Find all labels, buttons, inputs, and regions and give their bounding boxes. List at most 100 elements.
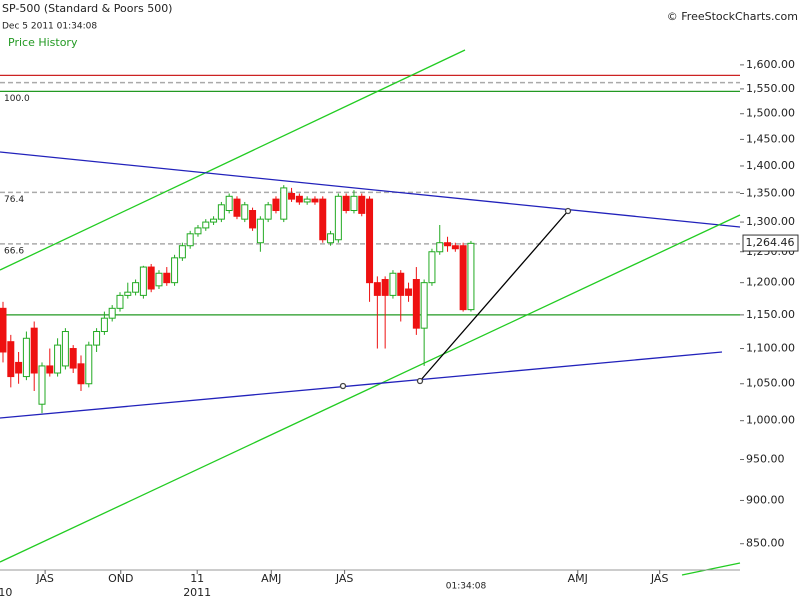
year-label: 2011 xyxy=(183,586,211,599)
candle-body xyxy=(350,195,358,212)
candle-body xyxy=(171,257,179,284)
candle-body xyxy=(249,210,257,229)
cursor-time: 01:34:08 xyxy=(446,582,487,592)
candle-body xyxy=(54,344,62,374)
candle-body xyxy=(178,245,186,259)
candle-body xyxy=(295,195,303,203)
last-price-box xyxy=(742,234,799,252)
candle-body xyxy=(77,363,85,385)
candle-body xyxy=(264,204,272,220)
candle-body xyxy=(334,195,342,241)
candle-body xyxy=(100,317,108,333)
candle-body xyxy=(132,282,140,293)
trendline xyxy=(0,351,723,419)
x-tick-label: AMJ xyxy=(568,572,588,585)
y-tick-label: 1,150.00 xyxy=(746,308,795,321)
trendlines xyxy=(0,49,741,576)
chart-subtitle: Dec 5 2011 01:34:08 xyxy=(2,22,97,32)
anchor-point xyxy=(339,382,347,390)
y-tick-label: 1,550.00 xyxy=(746,82,795,95)
trendline xyxy=(0,151,741,228)
panel-label: Price History xyxy=(8,36,78,49)
candle-body xyxy=(22,337,30,378)
candle-body xyxy=(225,195,233,212)
last-price-label: 1,264.46 xyxy=(746,236,795,249)
candle-body xyxy=(124,291,132,296)
candle-body xyxy=(303,198,311,203)
candle-body xyxy=(38,365,46,405)
candle-body xyxy=(256,218,264,244)
trendline xyxy=(0,214,741,563)
candle-body xyxy=(436,242,444,253)
candle-body xyxy=(467,242,475,311)
candle-body xyxy=(85,344,93,385)
candle-body xyxy=(233,198,241,217)
candle-body xyxy=(241,204,249,220)
candle-body xyxy=(30,327,38,374)
candle-body xyxy=(69,348,77,369)
x-tick-label: OND xyxy=(108,572,133,585)
candle-body xyxy=(358,195,366,214)
candle-body xyxy=(397,272,405,296)
candle-body xyxy=(217,204,225,220)
level-label: 66.6 xyxy=(4,246,24,256)
candle-body xyxy=(280,187,288,220)
y-tick-label: 950.00 xyxy=(746,453,785,466)
candle-body xyxy=(15,361,23,374)
level-label: 100.0 xyxy=(4,94,30,104)
candle-body xyxy=(186,233,194,247)
candle-body xyxy=(139,266,147,296)
x-tick-label: AMJ xyxy=(261,572,281,585)
y-tick-label: 1,600.00 xyxy=(746,58,795,71)
anchor-point xyxy=(416,377,424,385)
year-label: 10 xyxy=(0,586,12,599)
candle-body xyxy=(202,221,210,229)
candle-body xyxy=(116,294,124,309)
candle-body xyxy=(210,218,218,223)
candle-body xyxy=(420,282,428,329)
candle-body xyxy=(342,195,350,212)
y-tick-label: 1,400.00 xyxy=(746,159,795,172)
candle-body xyxy=(319,198,327,241)
source: © FreeStockCharts.com xyxy=(667,10,798,23)
candle-body xyxy=(444,242,452,247)
x-tick-label: JAS xyxy=(35,572,54,585)
x-tick-label: JAS xyxy=(335,572,354,585)
x-tick-label: 11 xyxy=(190,572,204,585)
candle-body xyxy=(389,272,397,296)
candle-body xyxy=(412,279,420,329)
y-tick-label: 1,450.00 xyxy=(746,132,795,145)
chart-title: SP-500 (Standard & Poors 500) xyxy=(2,2,172,15)
candle-body xyxy=(155,272,163,287)
y-tick-label: 850.00 xyxy=(746,537,785,550)
trendline xyxy=(681,562,741,576)
y-tick-label: 900.00 xyxy=(746,493,785,506)
candle-body xyxy=(381,279,389,296)
y-tick-label: 1,300.00 xyxy=(746,215,795,228)
y-tick-label: 1,050.00 xyxy=(746,377,795,390)
candle-body xyxy=(163,272,171,284)
level-label: 76.4 xyxy=(4,195,24,205)
candle-body xyxy=(428,251,436,284)
candle-body xyxy=(288,192,296,200)
y-tick-label: 1,100.00 xyxy=(746,342,795,355)
candle-body xyxy=(46,365,54,374)
candle-body xyxy=(147,266,155,290)
candle-body xyxy=(61,331,69,367)
trendline xyxy=(0,49,466,271)
y-tick-label: 1,200.00 xyxy=(746,276,795,289)
trendline xyxy=(419,210,569,382)
candle-body xyxy=(373,282,381,296)
candle-body xyxy=(366,198,374,284)
candle-body xyxy=(459,245,467,311)
candle-body xyxy=(108,307,116,319)
x-tick-label: JAS xyxy=(650,572,669,585)
candle-body xyxy=(194,227,202,235)
candle-body xyxy=(93,331,101,346)
candle-body xyxy=(405,288,413,296)
candle-body xyxy=(272,198,280,212)
candles xyxy=(0,185,475,414)
anchor-point xyxy=(564,207,572,215)
